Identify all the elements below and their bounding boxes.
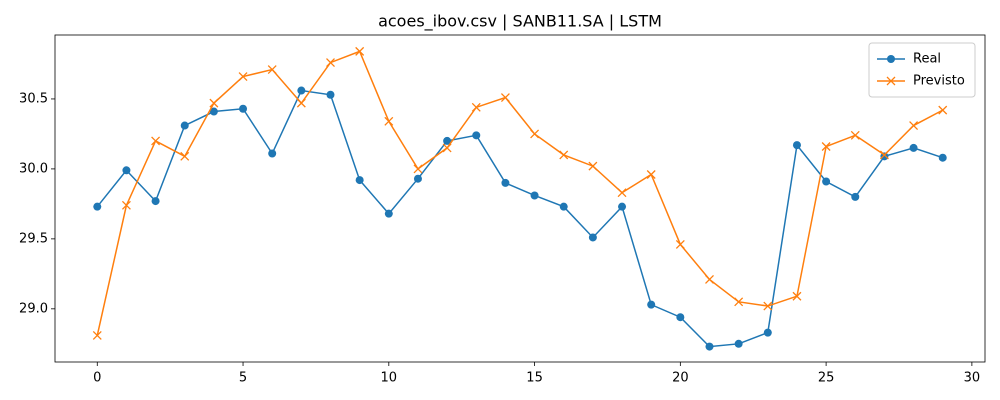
x-tick-label: 10 [381, 371, 398, 386]
marker [501, 178, 510, 187]
marker [588, 161, 598, 171]
marker [938, 105, 948, 115]
x-tick-label: 0 [93, 371, 101, 386]
marker [238, 72, 248, 82]
marker [326, 90, 335, 99]
marker [530, 129, 540, 139]
series-line [96, 89, 943, 348]
y-tick-label: 29.5 [19, 231, 48, 246]
marker [355, 46, 365, 56]
marker [443, 136, 452, 145]
legend-label: Previsto [913, 74, 965, 89]
marker [442, 143, 452, 153]
marker [588, 233, 597, 242]
marker [618, 202, 627, 211]
marker [676, 313, 685, 322]
marker [617, 188, 627, 198]
marker [675, 240, 685, 249]
marker [384, 116, 394, 126]
marker [151, 197, 160, 206]
marker [886, 76, 896, 86]
x-tick-label: 30 [964, 371, 981, 386]
marker [822, 177, 831, 186]
marker [763, 301, 773, 311]
marker [413, 164, 423, 174]
x-tick-label: 25 [818, 371, 835, 386]
marker [792, 141, 801, 150]
marker [413, 174, 422, 183]
marker [938, 153, 947, 162]
marker [850, 130, 860, 140]
marker [151, 136, 161, 146]
marker [209, 98, 219, 108]
marker [559, 202, 568, 211]
marker [180, 121, 189, 130]
marker [121, 200, 131, 210]
marker [647, 300, 656, 309]
marker [734, 297, 744, 307]
marker [268, 149, 277, 158]
x-tick-label: 20 [672, 371, 689, 386]
marker [559, 150, 569, 160]
marker [705, 342, 714, 351]
marker [384, 209, 393, 218]
marker [705, 274, 714, 284]
marker [909, 143, 918, 152]
marker [122, 166, 131, 175]
marker [530, 191, 539, 200]
x-tick-label: 5 [239, 371, 247, 386]
marker [297, 86, 306, 95]
x-tick-label: 15 [526, 371, 543, 386]
marker [500, 93, 510, 103]
marker [763, 328, 772, 337]
marker [471, 102, 481, 112]
marker [92, 330, 102, 340]
marker [326, 58, 335, 68]
chart-title: acoes_ibov.csv | SANB11.SA | LSTM [378, 12, 662, 32]
marker [734, 339, 743, 348]
marker [879, 150, 889, 160]
legend-label: Real [913, 52, 941, 67]
plot-frame [54, 34, 986, 363]
y-tick-label: 29.0 [19, 301, 48, 316]
y-tick-label: 30.5 [19, 91, 48, 106]
marker [180, 151, 190, 161]
marker [209, 107, 218, 116]
marker [296, 98, 306, 108]
legend: Real Previsto [868, 42, 976, 98]
marker [239, 104, 248, 113]
marker [821, 142, 831, 151]
y-tick-label: 30.0 [19, 161, 48, 176]
marker [909, 121, 919, 130]
series-line [96, 50, 944, 336]
marker [267, 65, 277, 75]
marker [355, 176, 364, 185]
marker [887, 55, 895, 63]
marker [792, 291, 802, 301]
marker [93, 202, 102, 211]
marker [646, 170, 656, 179]
marker [472, 131, 481, 140]
marker [851, 192, 860, 201]
legend-box [868, 42, 976, 98]
